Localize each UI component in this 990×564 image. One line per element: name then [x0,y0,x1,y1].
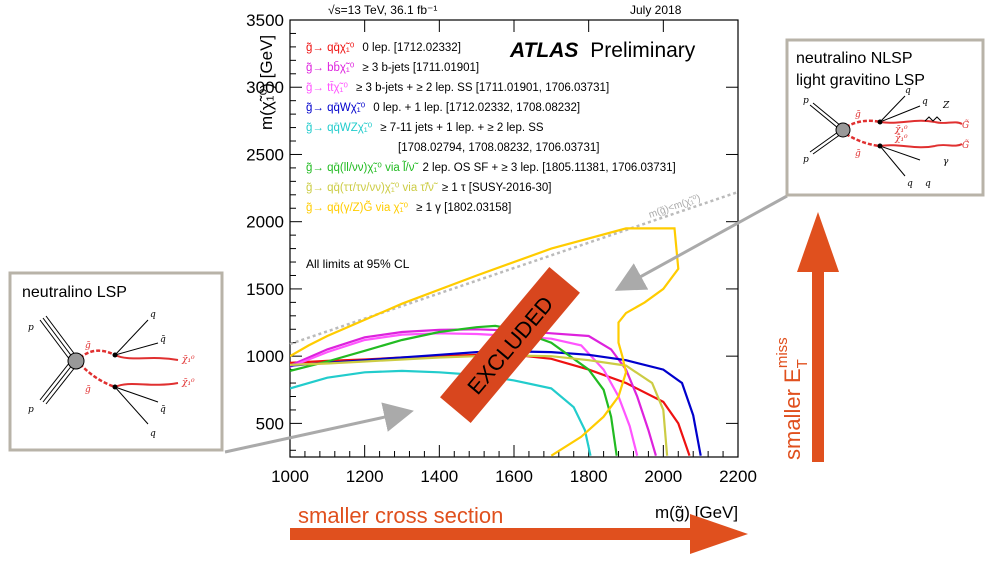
y-tick-label: 3000 [246,78,284,97]
y-axis-label: m(χ̃₁⁰) [GeV] [257,35,276,130]
x-tick-label: 2000 [644,467,682,486]
left-inset: neutralino LSP p p g̃ g̃ q q̄ χ̃₁⁰ [8,271,224,452]
legend-process-7: g̃→ qq̄(ττ/τν/νν)χ̃₁⁰ via τ̃/ν̃ [306,182,438,194]
right-arrow-label: smaller ETmiss [774,337,811,460]
axis-ticks: 1000 1200 1400 1600 1800 2000 2200 500 1000 1500 2… [246,11,757,486]
left-pointer-arrow [224,402,414,454]
svg-text:χ̃₁⁰: χ̃₁⁰ [181,377,195,388]
svg-text:p: p [803,96,809,106]
bottom-arrow-label: smaller cross section [298,503,503,528]
svg-text:g̃: g̃ [85,384,91,395]
legend: g̃→ qq̄χ̃₁⁰ 0 lep. [1712.02332] g̃→ bb̄χ̃₁… [306,42,676,214]
series-line-4 [290,350,702,456]
y-tick-label: 2500 [246,145,284,164]
svg-text:q: q [150,310,156,320]
svg-text:q: q [905,86,911,96]
svg-text:γ: γ [943,157,949,167]
legend-process-4: g̃→ qq̄Wχ̃₁⁰ [306,102,366,114]
legend-desc-5: ≥ 7-11 jets + 1 lep. + ≥ 2 lep. SS [380,122,544,134]
svg-text:q: q [907,179,913,189]
legend-desc-4: 0 lep. + 1 lep. [1712.02332, 1708.08232] [373,102,580,114]
excluded-box: EXCLUDED [440,267,580,423]
legend-desc-2: ≥ 3 b-jets [1711.01901] [362,62,479,74]
y-tick-label: 1500 [246,280,284,299]
svg-text:g̃: g̃ [85,340,91,351]
svg-text:p: p [803,155,809,165]
legend-process-5: g̃→ qq̄WZχ̃₁⁰ [306,122,373,134]
right-pointer-arrow [614,194,788,291]
legend-process-8: g̃→ qq̄(γ/Z)G̃ via χ̃₁⁰ [306,201,409,214]
y-tick-label: 500 [256,414,284,433]
legend-process-1: g̃→ qq̄χ̃₁⁰ [306,42,355,54]
right-arrow-main: smaller E [780,368,805,460]
svg-text:p: p [28,405,34,415]
experiment-suffix: Preliminary [590,39,696,62]
header-left: √s=13 TeV, 36.1 fb⁻¹ [328,3,437,17]
y-tick-label: 3500 [246,11,284,30]
y-tick-label: 2000 [246,213,284,232]
svg-text:Z: Z [942,101,950,111]
legend-process-2: g̃→ bb̄χ̃₁⁰ [306,61,355,74]
y-tick-label: 1000 [246,347,284,366]
series-line-8 [290,227,680,457]
excluded-label: EXCLUDED [462,291,558,399]
x-tick-label: 1200 [346,467,384,486]
experiment-name: ATLAS [509,39,578,62]
svg-text:q: q [922,97,928,107]
left-inset-title: neutralino LSP [22,284,127,301]
right-arrow: smaller ETmiss [774,212,839,462]
svg-text:q̄: q̄ [160,405,166,415]
svg-text:p: p [28,323,34,333]
legend-process-3: g̃→ tt̄χ̃₁⁰ [306,82,348,94]
series-line-5 [290,369,592,456]
legend-desc-cont-5: [1708.02794, 1708.08232, 1706.03731] [398,142,599,154]
legend-desc-7: ≥ 1 τ [SUSY-2016-30] [442,182,552,194]
svg-text:g̃: g̃ [855,109,861,120]
x-tick-label: 1400 [420,467,458,486]
right-arrow-sup: miss [774,337,791,368]
legend-desc-8: ≥ 1 γ [1802.03158] [416,202,511,214]
x-tick-label: 1600 [495,467,533,486]
legend-desc-1: 0 lep. [1712.02332] [362,42,460,54]
svg-text:χ̃₁⁰: χ̃₁⁰ [894,124,908,135]
experiment-title: ATLAS Preliminary [509,39,696,62]
svg-text:q̄: q̄ [160,335,166,345]
right-inset-title-1: neutralino NLSP [796,50,913,67]
legend-process-6: g̃→ qq̄(ll/νν)χ̃₁⁰ via l̃/ν̃ [306,161,419,174]
svg-text:g̃: g̃ [855,148,861,159]
right-arrow-sub: T [794,359,811,368]
x-tick-label: 1800 [570,467,608,486]
svg-text:χ̃₁⁰: χ̃₁⁰ [894,133,908,144]
right-inset: neutralino NLSP light gravitino LSP p p … [785,38,985,197]
svg-text:G̃: G̃ [962,119,969,131]
right-feynman-diagram: p p g̃ g̃ q q Z χ̃₁⁰ G̃ χ̃₁⁰ G̃ γ q q [803,86,969,189]
cl-note: All limits at 95% CL [306,257,410,271]
legend-desc-6: 2 lep. OS SF + ≥ 3 lep. [1805.11381, 170… [422,162,675,174]
right-inset-title-2: light gravitino LSP [796,72,925,89]
svg-text:G̃: G̃ [962,139,969,151]
legend-desc-3: ≥ 3 b-jets + ≥ 2 lep. SS [1711.01901, 17… [356,82,609,94]
svg-text:q: q [925,179,931,189]
svg-text:χ̃₁⁰: χ̃₁⁰ [181,354,195,365]
x-axis-label: m(g̃) [GeV] [655,503,738,522]
bottom-arrow: smaller cross section [290,503,748,554]
x-tick-label: 1000 [271,467,309,486]
x-tick-label: 2200 [719,467,757,486]
header-right: July 2018 [630,3,682,17]
svg-text:q: q [150,429,156,439]
left-feynman-diagram: p p g̃ g̃ q q̄ χ̃₁⁰ χ̃₁⁰ q̄ q [28,310,195,439]
